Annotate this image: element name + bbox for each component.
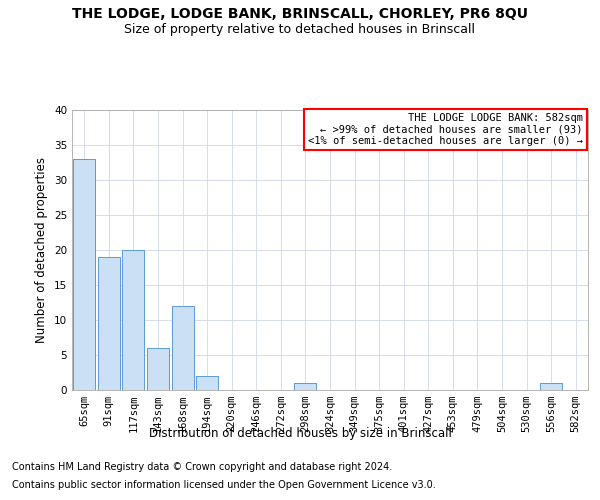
Bar: [196, 376, 218, 390]
Bar: [147, 348, 169, 390]
Text: Contains HM Land Registry data © Crown copyright and database right 2024.: Contains HM Land Registry data © Crown c…: [12, 462, 392, 472]
Bar: [122, 250, 145, 390]
Bar: [73, 159, 95, 390]
Text: Distribution of detached houses by size in Brinscall: Distribution of detached houses by size …: [149, 428, 451, 440]
Text: Size of property relative to detached houses in Brinscall: Size of property relative to detached ho…: [125, 22, 476, 36]
Y-axis label: Number of detached properties: Number of detached properties: [35, 157, 49, 343]
Text: Contains public sector information licensed under the Open Government Licence v3: Contains public sector information licen…: [12, 480, 436, 490]
Bar: [172, 306, 194, 390]
Bar: [540, 383, 562, 390]
Text: THE LODGE LODGE BANK: 582sqm
← >99% of detached houses are smaller (93)
<1% of s: THE LODGE LODGE BANK: 582sqm ← >99% of d…: [308, 113, 583, 146]
Bar: [295, 383, 316, 390]
Bar: [98, 257, 120, 390]
Text: THE LODGE, LODGE BANK, BRINSCALL, CHORLEY, PR6 8QU: THE LODGE, LODGE BANK, BRINSCALL, CHORLE…: [72, 8, 528, 22]
